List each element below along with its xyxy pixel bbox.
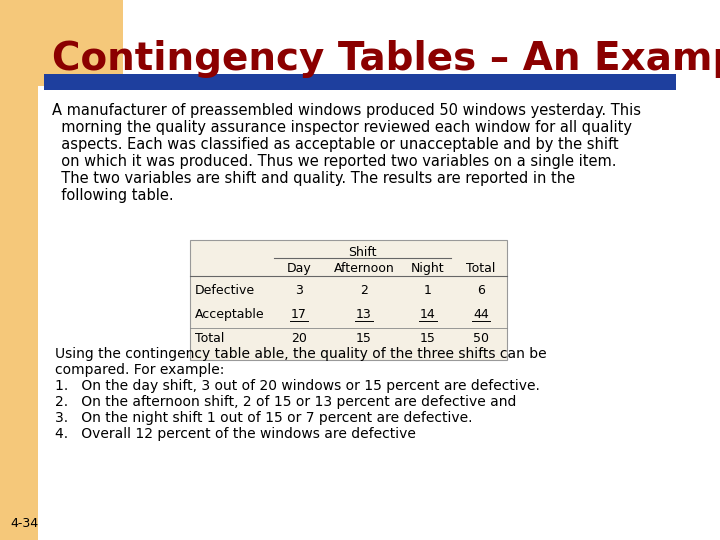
Text: Using the contingency table able, the quality of the three shifts can be: Using the contingency table able, the qu… [55, 347, 546, 361]
Text: 20: 20 [291, 332, 307, 345]
FancyBboxPatch shape [190, 240, 507, 360]
Text: 3: 3 [295, 284, 303, 297]
Text: Shift: Shift [348, 246, 377, 259]
Text: Total: Total [195, 332, 225, 345]
Text: 44: 44 [473, 308, 489, 321]
Text: compared. For example:: compared. For example: [55, 363, 225, 377]
Text: Day: Day [287, 262, 311, 275]
Text: Night: Night [410, 262, 444, 275]
Bar [44, 74, 676, 90]
Text: aspects. Each was classified as acceptable or unacceptable and by the shift: aspects. Each was classified as acceptab… [52, 137, 618, 152]
Text: A manufacturer of preassembled windows produced 50 windows yesterday. This: A manufacturer of preassembled windows p… [52, 103, 641, 118]
Text: 4-34: 4-34 [10, 517, 38, 530]
Text: Afternoon: Afternoon [333, 262, 395, 275]
Text: 6: 6 [477, 284, 485, 297]
Text: 2.   On the afternoon shift, 2 of 15 or 13 percent are defective and: 2. On the afternoon shift, 2 of 15 or 13… [55, 395, 516, 409]
Text: 2: 2 [360, 284, 368, 297]
Text: morning the quality assurance inspector reviewed each window for all quality: morning the quality assurance inspector … [52, 120, 632, 135]
FancyBboxPatch shape [0, 0, 123, 86]
Text: 14: 14 [420, 308, 436, 321]
Bar [0, 0, 38, 540]
Text: 1.   On the day shift, 3 out of 20 windows or 15 percent are defective.: 1. On the day shift, 3 out of 20 windows… [55, 379, 540, 393]
Text: Defective: Defective [195, 284, 255, 297]
Text: on which it was produced. Thus we reported two variables on a single item.: on which it was produced. Thus we report… [52, 154, 616, 169]
Text: 1: 1 [423, 284, 431, 297]
Text: Total: Total [467, 262, 495, 275]
Text: 15: 15 [420, 332, 436, 345]
Text: Contingency Tables – An Example: Contingency Tables – An Example [52, 40, 720, 78]
Text: following table.: following table. [52, 188, 174, 203]
Text: 4.   Overall 12 percent of the windows are defective: 4. Overall 12 percent of the windows are… [55, 427, 416, 441]
Text: 3.   On the night shift 1 out of 15 or 7 percent are defective.: 3. On the night shift 1 out of 15 or 7 p… [55, 411, 472, 425]
Text: 13: 13 [356, 308, 372, 321]
Text: 50: 50 [473, 332, 489, 345]
Text: 17: 17 [291, 308, 307, 321]
Text: The two variables are shift and quality. The results are reported in the: The two variables are shift and quality.… [52, 171, 575, 186]
Text: 15: 15 [356, 332, 372, 345]
Text: Acceptable: Acceptable [195, 308, 265, 321]
